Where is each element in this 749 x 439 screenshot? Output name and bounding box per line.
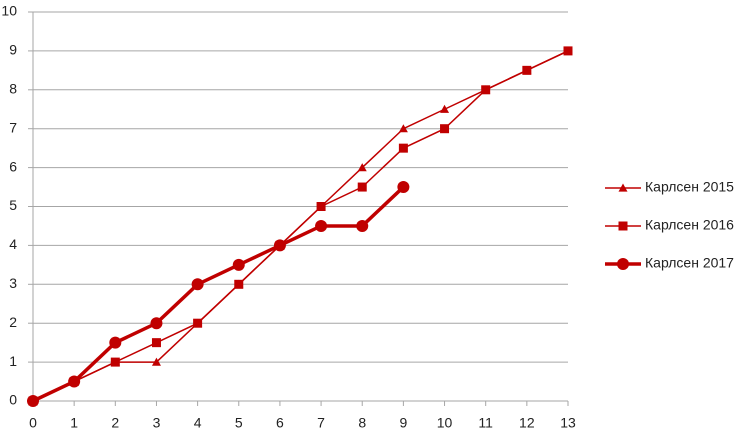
point [191, 278, 204, 291]
x-tick-label: 3 [153, 415, 161, 431]
y-tick-label: 4 [9, 236, 17, 252]
legend-label: Карлсен 2016 [645, 217, 734, 233]
x-tick-label: 13 [560, 415, 576, 431]
y-tick-label: 1 [9, 353, 17, 369]
point [397, 181, 410, 194]
series-line [32, 185, 405, 403]
y-tick-label: 2 [9, 314, 17, 330]
x-tick-label: 10 [437, 415, 453, 431]
y-tick-label: 9 [9, 42, 17, 58]
point [398, 143, 408, 153]
legend-label: Карлсен 2015 [645, 179, 734, 195]
legend-marker [618, 183, 628, 192]
point [398, 124, 408, 133]
x-tick-label: 1 [70, 415, 78, 431]
x-tick-label: 11 [478, 415, 493, 431]
series-line [32, 50, 569, 402]
point [232, 258, 245, 271]
point [193, 318, 203, 328]
y-tick-label: 10 [1, 3, 17, 19]
point [315, 219, 328, 232]
point [27, 395, 39, 407]
legend-marker [617, 258, 629, 270]
x-tick-label: 2 [111, 415, 119, 431]
y-tick-label: 7 [9, 119, 17, 135]
point [356, 219, 369, 232]
point [563, 46, 573, 56]
x-tick-label: 12 [519, 415, 535, 431]
x-tick-label: 9 [399, 415, 407, 431]
point [440, 124, 450, 134]
point [150, 317, 163, 330]
legend-marker [618, 221, 628, 231]
point [357, 182, 367, 192]
point [273, 239, 286, 252]
y-tick-label: 3 [9, 275, 17, 291]
point [234, 279, 244, 289]
point [357, 163, 367, 172]
y-tick-label: 6 [9, 158, 17, 174]
x-tick-label: 5 [235, 415, 243, 431]
point [316, 202, 326, 211]
point [440, 104, 450, 113]
y-tick-label: 0 [9, 392, 17, 408]
x-tick-label: 7 [317, 415, 325, 431]
point [151, 338, 161, 348]
point [151, 357, 161, 366]
x-tick-label: 6 [276, 415, 284, 431]
point [109, 336, 122, 349]
x-tick-label: 0 [29, 415, 37, 431]
point [481, 85, 491, 95]
point [68, 375, 81, 388]
y-tick-label: 8 [9, 81, 17, 97]
x-tick-label: 4 [194, 415, 202, 431]
point [110, 357, 120, 367]
legend-label: Карлсен 2017 [645, 255, 734, 271]
y-tick-label: 5 [9, 197, 17, 213]
x-tick-label: 8 [358, 415, 366, 431]
point [522, 65, 532, 75]
